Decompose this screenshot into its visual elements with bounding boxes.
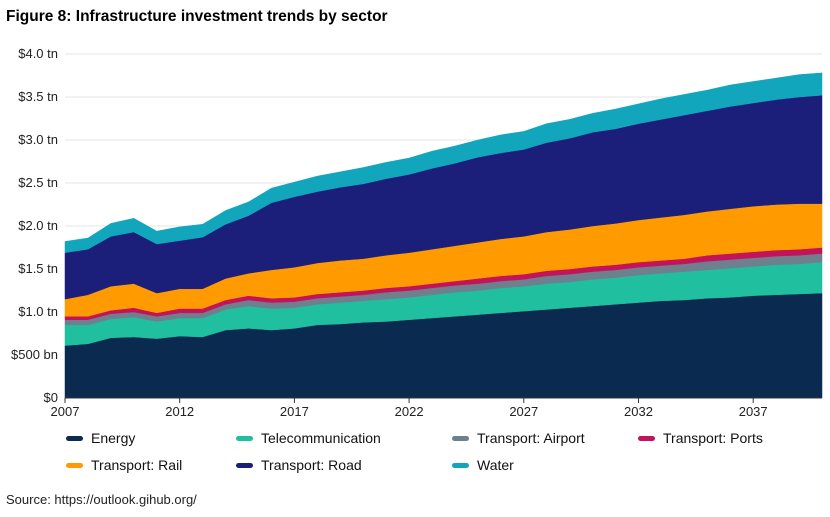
legend-item: Telecommunication <box>236 430 381 446</box>
legend-swatch <box>236 435 253 441</box>
y-tick-label: $3.0 tn <box>18 132 58 147</box>
x-axis: 2007 2012 2017 2022 2027 2032 2037 <box>51 397 822 419</box>
legend-label: Energy <box>91 430 136 446</box>
y-tick-label: $0 <box>44 390 58 405</box>
legend-item: Transport: Road <box>236 457 362 473</box>
legend-label: Water <box>477 457 514 473</box>
y-tick-label: $2.5 tn <box>18 175 58 190</box>
y-tick-label: $1.5 tn <box>18 261 58 276</box>
legend-item: Transport: Airport <box>452 430 585 446</box>
legend-item: Energy <box>66 430 135 446</box>
legend-label: Transport: Ports <box>663 430 763 446</box>
y-tick-label: $4.0 tn <box>18 46 58 61</box>
y-tick-label: $1.0 tn <box>18 304 58 319</box>
y-tick-label: $500 bn <box>11 347 58 362</box>
area-series-group <box>64 72 823 399</box>
legend-item: Transport: Ports <box>638 430 763 446</box>
legend-swatch <box>452 462 469 468</box>
x-tick-label: 2007 <box>51 404 80 419</box>
legend-swatch <box>452 435 469 441</box>
x-tick-label: 2032 <box>624 404 653 419</box>
figure-number: Figure 8: <box>6 8 72 25</box>
x-tick-label: 2012 <box>165 404 194 419</box>
chart-title: Figure 8: Infrastructure investment tren… <box>6 8 388 26</box>
source-note: Source: https://outlook.gihub.org/ <box>6 492 197 507</box>
legend-label: Transport: Airport <box>477 430 585 446</box>
area-chart: $0 $500 bn $1.0 tn $1.5 tn $2.0 tn $2.5 tn $3.… <box>11 46 823 419</box>
legend-swatch <box>66 435 83 441</box>
legend-swatch <box>638 435 655 441</box>
figure-title: Infrastructure investment trends by sect… <box>75 8 388 25</box>
legend-swatch <box>66 462 83 468</box>
legend-label: Telecommunication <box>261 430 381 446</box>
x-tick-label: 2037 <box>739 404 768 419</box>
legend-label: Transport: Road <box>261 457 362 473</box>
x-tick-label: 2022 <box>395 404 424 419</box>
legend-swatch <box>236 462 253 468</box>
x-tick-label: 2017 <box>280 404 309 419</box>
legend-item: Water <box>452 457 514 473</box>
x-tick-label: 2027 <box>509 404 538 419</box>
legend-label: Transport: Rail <box>91 457 183 473</box>
y-tick-label: $2.0 tn <box>18 218 58 233</box>
y-tick-label: $3.5 tn <box>18 89 58 104</box>
y-axis: $0 $500 bn $1.0 tn $1.5 tn $2.0 tn $2.5 tn $3.… <box>11 46 58 405</box>
area-water <box>64 72 823 253</box>
legend-item: Transport: Rail <box>66 457 182 473</box>
